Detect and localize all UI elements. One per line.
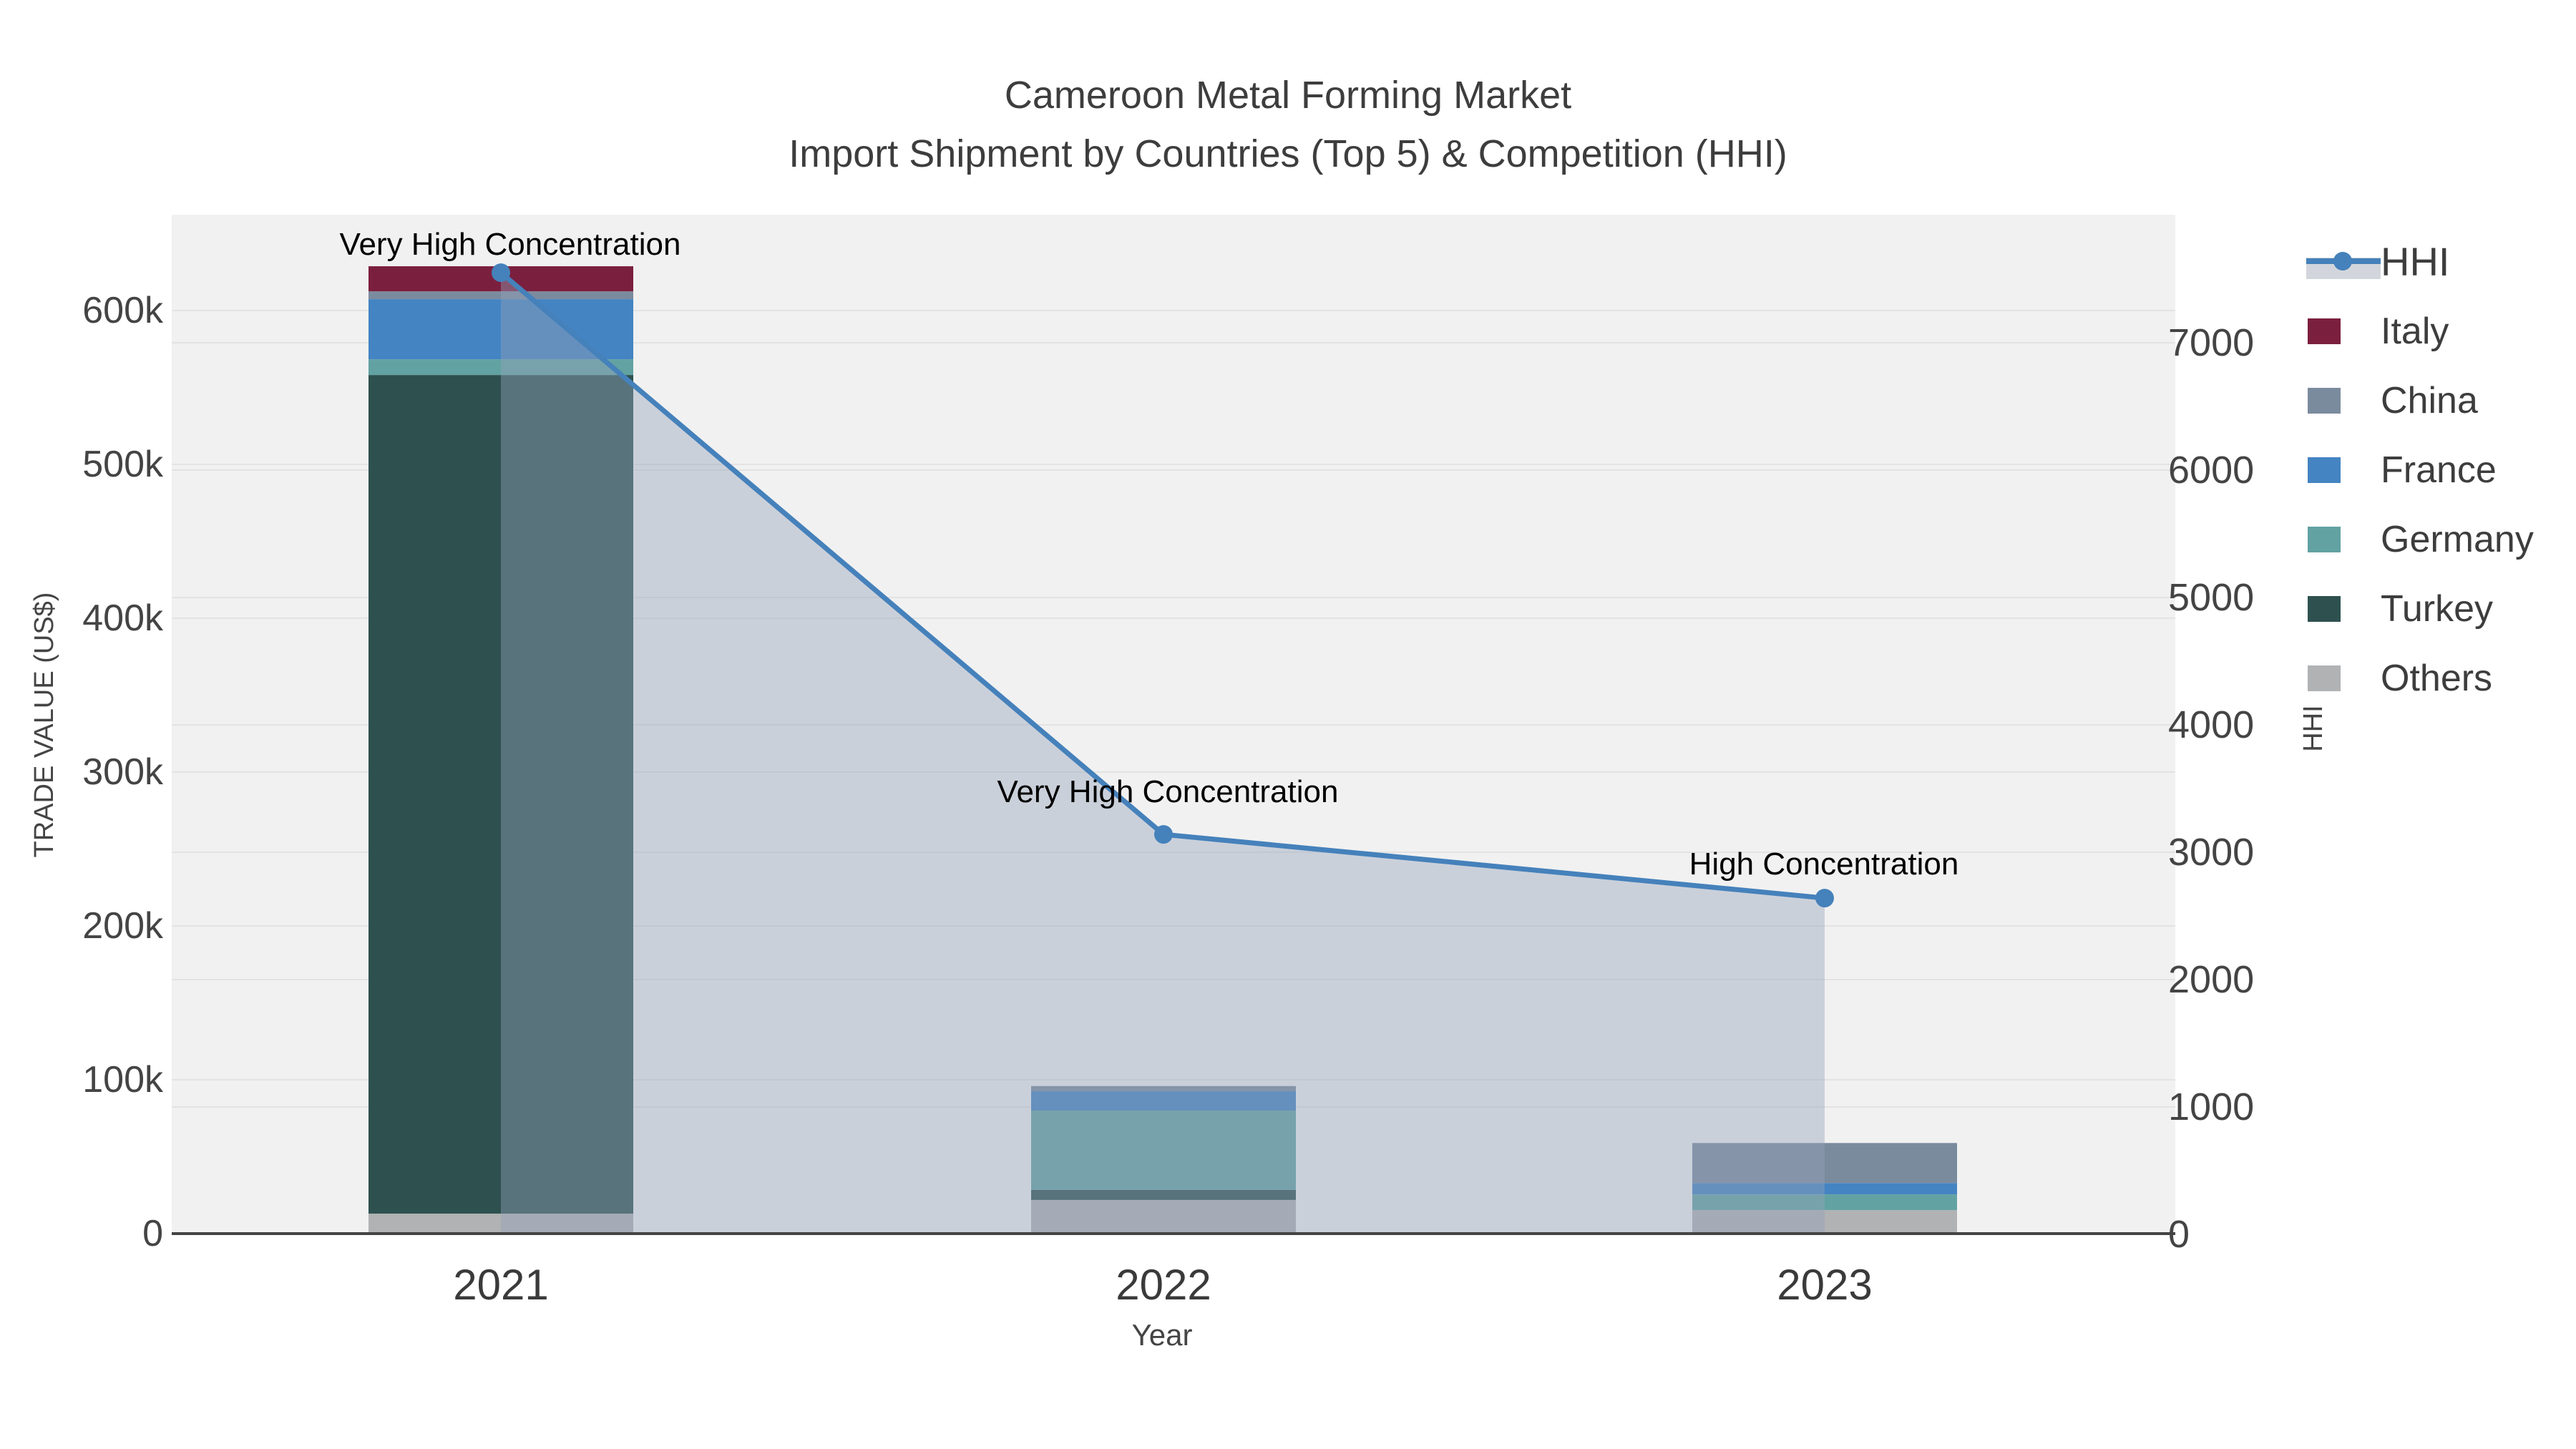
bar-segment-others-2021[interactable]: [369, 1214, 633, 1234]
bar-segment-france-2023[interactable]: [1692, 1183, 1957, 1195]
hhi-marker-2022[interactable]: [1154, 825, 1173, 844]
bar-segment-china-2021[interactable]: [369, 291, 633, 300]
legend-swatch-china[interactable]: [2308, 388, 2341, 414]
chart-title-line1: Cameroon Metal Forming Market: [1004, 74, 1572, 117]
y-right-tick-5000: 5000: [2168, 576, 2255, 619]
y-right-tick-6000: 6000: [2168, 449, 2255, 492]
x-axis-title: Year: [1131, 1318, 1193, 1352]
legend-label-turkey[interactable]: Turkey: [2381, 588, 2493, 630]
bar-segment-france-2022[interactable]: [1031, 1091, 1296, 1111]
bar-segment-turkey-2022[interactable]: [1031, 1189, 1296, 1200]
y-left-tick-500k: 500k: [82, 444, 163, 485]
legend-label-hhi: HHI: [2381, 239, 2450, 284]
bar-segment-germany-2021[interactable]: [369, 359, 633, 376]
annotation-2023: High Concentration: [1689, 847, 1959, 882]
x-tick-2022: 2022: [1116, 1261, 1211, 1309]
y-left-tick-100k: 100k: [82, 1059, 163, 1101]
bar-segment-others-2023[interactable]: [1692, 1210, 1957, 1234]
legend-label-china[interactable]: China: [2381, 380, 2478, 421]
y-right-tick-0: 0: [2168, 1213, 2190, 1256]
annotation-2021: Very High Concentration: [339, 227, 681, 262]
legend-label-italy[interactable]: Italy: [2381, 311, 2449, 352]
bar-segment-china-2022[interactable]: [1031, 1085, 1296, 1091]
y-right-tick-2000: 2000: [2168, 958, 2255, 1001]
x-tick-2023: 2023: [1777, 1261, 1873, 1309]
hhi-area-fill: [501, 273, 1825, 1234]
y-left-axis-title: TRADE VALUE (US$): [29, 592, 59, 858]
chart-title-line2: Import Shipment by Countries (Top 5) & C…: [789, 132, 1787, 175]
bar-segment-others-2022[interactable]: [1031, 1199, 1296, 1234]
legend-swatch-italy[interactable]: [2308, 318, 2341, 344]
bar-segment-germany-2023[interactable]: [1692, 1194, 1957, 1211]
legend-label-france[interactable]: France: [2381, 449, 2497, 491]
y-right-tick-4000: 4000: [2168, 703, 2255, 746]
legend-label-others[interactable]: Others: [2381, 658, 2493, 699]
legend-swatch-germany[interactable]: [2308, 527, 2341, 552]
legend-swatch-others[interactable]: [2308, 665, 2341, 691]
hhi-marker-swatch: [2333, 252, 2352, 270]
bar-segment-turkey-2021[interactable]: [369, 375, 633, 1214]
y-right-tick-3000: 3000: [2168, 831, 2255, 874]
legend-swatch-france[interactable]: [2308, 457, 2341, 483]
hhi-marker-2023[interactable]: [1815, 889, 1834, 908]
y-left-tick-0: 0: [142, 1213, 163, 1254]
legend-swatch-turkey[interactable]: [2308, 596, 2341, 622]
legend-label-germany[interactable]: Germany: [2381, 519, 2534, 560]
y-right-tick-7000: 7000: [2168, 321, 2255, 364]
y-left-tick-600k: 600k: [82, 290, 163, 331]
bar-segment-china-2023[interactable]: [1692, 1143, 1957, 1184]
y-left-tick-300k: 300k: [82, 751, 163, 793]
y-left-tick-200k: 200k: [82, 905, 163, 947]
y-right-tick-1000: 1000: [2168, 1085, 2255, 1128]
hhi-marker-2021[interactable]: [492, 263, 510, 283]
bar-segment-germany-2022[interactable]: [1031, 1111, 1296, 1190]
y-left-tick-400k: 400k: [82, 597, 163, 639]
x-tick-2021: 2021: [453, 1261, 549, 1309]
annotation-2022: Very High Concentration: [997, 774, 1339, 809]
